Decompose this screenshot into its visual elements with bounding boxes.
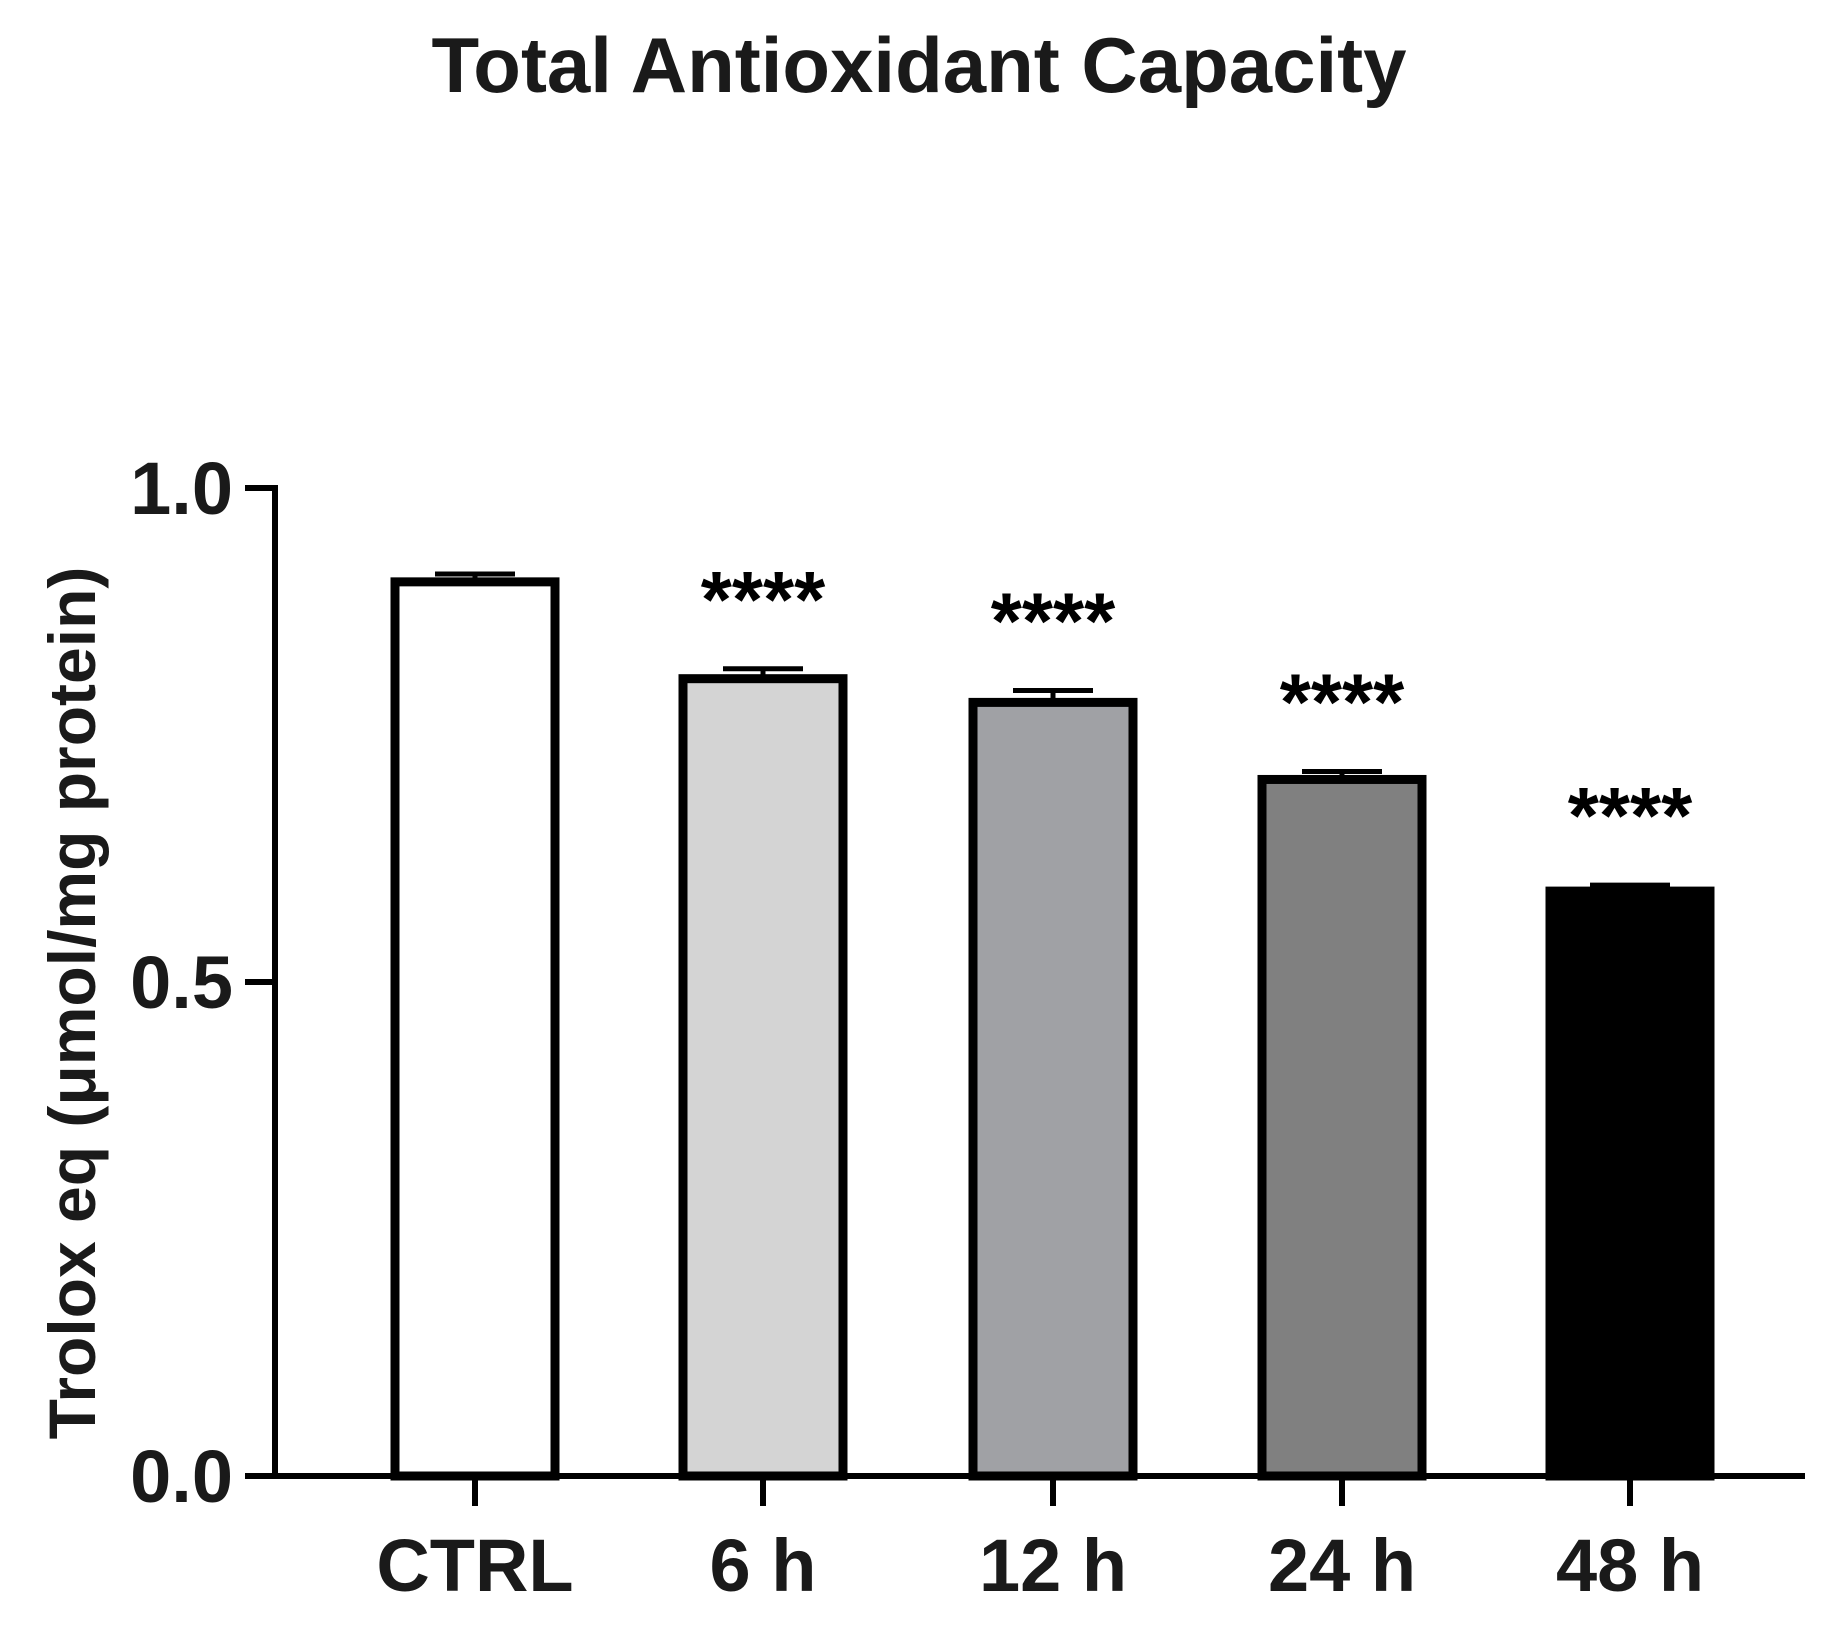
x-tick-label-3: 24 h <box>1268 1524 1416 1607</box>
bar-2 <box>968 697 1138 1481</box>
significance-label-3: **** <box>1280 658 1405 747</box>
bar-1 <box>678 674 848 1481</box>
y-tick-label-0: 0.0 <box>130 1435 233 1518</box>
x-tick-label-0: CTRL <box>376 1524 573 1607</box>
bar-0 <box>390 577 560 1481</box>
significance-label-4: **** <box>1568 771 1693 860</box>
y-tick-label-1: 0.5 <box>130 941 233 1024</box>
significance-label-2: **** <box>991 577 1116 666</box>
plot-area: **** **** **** **** 0.0 0.5 1.0 CTRL 6 h 12 h 24 h… <box>130 447 1805 1607</box>
x-tick-label-1: 6 h <box>710 1524 817 1607</box>
y-tick-label-2: 1.0 <box>130 447 233 530</box>
x-tick-label-4: 48 h <box>1556 1524 1704 1607</box>
chart-title: Total Antioxidant Capacity <box>431 21 1407 109</box>
y-axis-label: Trolox eq (μmol/mg protein) <box>35 567 109 1440</box>
bar-3 <box>1257 774 1427 1481</box>
significance-label-1: **** <box>701 555 826 644</box>
bar-4 <box>1545 886 1715 1481</box>
x-tick-label-2: 12 h <box>979 1524 1127 1607</box>
